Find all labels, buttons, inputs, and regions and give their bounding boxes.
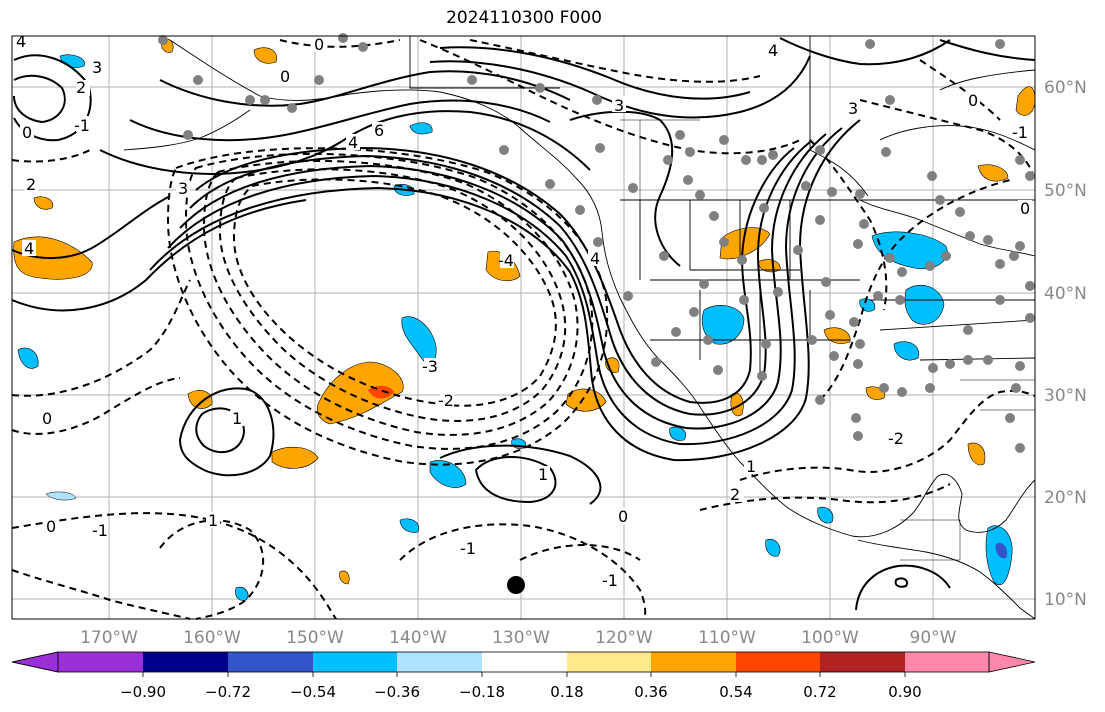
contour-label: -1 — [1012, 123, 1028, 142]
longitude-labels: 170°W 160°W 150°W 140°W 130°W 120°W 110°… — [80, 628, 957, 648]
contour-label: 0 — [618, 507, 628, 526]
contour-label: 1 — [208, 511, 218, 530]
colorbar-tick-label: 0.90 — [888, 683, 921, 701]
map-frame — [11, 35, 1036, 620]
lon-label: 90°W — [910, 628, 957, 648]
lat-label: 50°N — [1044, 181, 1087, 201]
contour-label: 2 — [26, 175, 36, 194]
colorbar-min-extend — [11, 651, 59, 673]
colorbar-segment — [313, 652, 397, 672]
lon-label: 170°W — [80, 628, 138, 648]
contour-label: 1 — [538, 465, 548, 484]
borders — [620, 119, 1035, 561]
colorbar-tick-label: −0.54 — [290, 683, 336, 701]
lat-label: 40°N — [1044, 284, 1087, 304]
colorbar-segment — [905, 652, 989, 672]
contour-labels: 4 3 2 -1 0 3 0 4 6 4 3 2 0 4 3 0 0 -1 4 … — [14, 32, 1032, 590]
contour-label: 3 — [178, 179, 188, 198]
contour-label: -2 — [888, 429, 904, 448]
contour-label: 4 — [24, 239, 34, 258]
colorbar: −0.90 −0.72 −0.54 −0.36 −0.18 0.18 0.36 … — [11, 651, 1036, 701]
contour-label: 3 — [92, 58, 102, 77]
contour-label: -3 — [422, 357, 438, 376]
colorbar-tick-label: −0.72 — [205, 683, 251, 701]
latitude-labels: 60°N 50°N 40°N 30°N 20°N 10°N — [1044, 78, 1087, 610]
light-negative-shading — [45, 491, 77, 501]
lon-label: 100°W — [801, 628, 859, 648]
contour-label: -1 — [74, 116, 90, 135]
lat-label: 10°N — [1044, 590, 1087, 610]
colorbar-tick-label: 0.18 — [550, 683, 583, 701]
contour-label: 0 — [280, 67, 290, 86]
colorbar-tick-label: −0.90 — [120, 683, 166, 701]
contour-label: 0 — [46, 517, 56, 536]
hurricane-marker — [507, 576, 525, 594]
lat-label: 30°N — [1044, 386, 1087, 406]
contour-label: -2 — [438, 391, 454, 410]
colorbar-segment — [567, 652, 651, 672]
contour-label: 3 — [614, 96, 624, 115]
lon-label: 140°W — [389, 628, 447, 648]
contour-label: 1 — [746, 457, 756, 476]
contour-label: 0 — [968, 91, 978, 110]
contour-label: 2 — [76, 78, 86, 97]
lat-label: 60°N — [1044, 78, 1087, 98]
contour-label: 1 — [232, 409, 242, 428]
lon-label: 110°W — [698, 628, 756, 648]
contour-label: 0 — [314, 35, 324, 54]
contour-label: 0 — [42, 409, 52, 428]
colorbar-tick-label: −0.36 — [374, 683, 420, 701]
contour-label: 4 — [590, 249, 600, 268]
colorbar-segment — [820, 652, 905, 672]
colorbar-segment — [736, 652, 820, 672]
colorbar-max-extend — [988, 651, 1036, 673]
colorbar-tick-label: 0.54 — [719, 683, 752, 701]
contour-label: 0 — [1020, 199, 1030, 218]
contour-label: -1 — [92, 521, 108, 540]
contour-label: 4 — [348, 133, 358, 152]
colorbar-segment — [482, 652, 567, 672]
map-title: 2024110300 F000 — [446, 8, 602, 28]
colorbar-segment — [143, 652, 228, 672]
contour-label: 0 — [22, 123, 32, 142]
contour-label: -1 — [602, 571, 618, 590]
colorbar-segment — [651, 652, 736, 672]
colorbar-segment — [228, 652, 313, 672]
lon-label: 130°W — [492, 628, 550, 648]
positive-contours — [11, 37, 1036, 611]
contour-label: -4 — [498, 251, 514, 270]
contour-label: -1 — [460, 539, 476, 558]
contour-label: 4 — [768, 41, 778, 60]
colorbar-tick-label: 0.72 — [803, 683, 836, 701]
lon-label: 120°W — [595, 628, 653, 648]
contour-label: 3 — [848, 99, 858, 118]
stations — [158, 33, 1035, 453]
colorbar-tick-label: 0.36 — [634, 683, 667, 701]
contour-label: 2 — [730, 485, 740, 504]
negative-shading — [17, 54, 1013, 601]
colorbar-tick-label: −0.18 — [459, 683, 505, 701]
contour-label: 6 — [374, 121, 384, 140]
lat-label: 20°N — [1044, 488, 1087, 508]
contour-label: 4 — [16, 32, 26, 51]
colorbar-segment — [58, 652, 143, 672]
colorbar-segment — [397, 652, 482, 672]
lon-label: 150°W — [286, 628, 344, 648]
lon-label: 160°W — [183, 628, 241, 648]
dark-negative-shading — [995, 542, 1008, 559]
